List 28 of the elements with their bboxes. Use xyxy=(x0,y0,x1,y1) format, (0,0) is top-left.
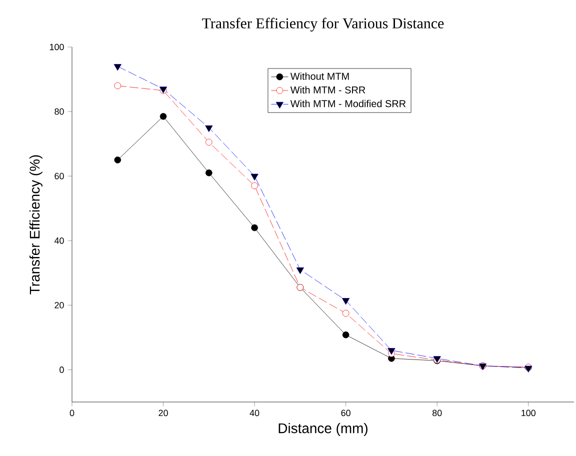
x-tick-label: 0 xyxy=(70,410,74,416)
chart-title: Transfer Efficiency for Various Distance xyxy=(202,18,444,32)
x-tick-label: 80 xyxy=(432,410,442,416)
point xyxy=(251,224,258,232)
y-tick-label: 20 xyxy=(54,302,64,308)
point xyxy=(160,112,167,120)
x-tick-label: 40 xyxy=(250,410,260,416)
y-tick-label: 60 xyxy=(54,172,64,180)
x-tick-label: 100 xyxy=(522,410,536,416)
point xyxy=(250,174,258,180)
point xyxy=(296,267,304,274)
y-axis-title: Transfer Efficiency (%) xyxy=(29,155,42,294)
y-tick-label: 100 xyxy=(50,44,64,50)
point xyxy=(205,125,213,132)
point xyxy=(206,169,212,176)
y-tick-label: 40 xyxy=(54,237,64,244)
point xyxy=(114,156,122,164)
x-axis-title: Distance (mm) xyxy=(278,422,368,436)
x-tick-label: 60 xyxy=(341,410,350,416)
x-tick-label: 20 xyxy=(158,410,168,416)
point xyxy=(342,331,350,338)
legend-label: With MTM - SRR xyxy=(290,86,366,94)
legend-label: With MTM - Modified SRR xyxy=(290,100,406,108)
y-tick-label: 0 xyxy=(60,366,64,373)
point xyxy=(114,64,122,71)
legend-label: Without MTM xyxy=(290,72,349,80)
y-tick-label: 80 xyxy=(54,108,64,115)
point xyxy=(342,298,350,305)
